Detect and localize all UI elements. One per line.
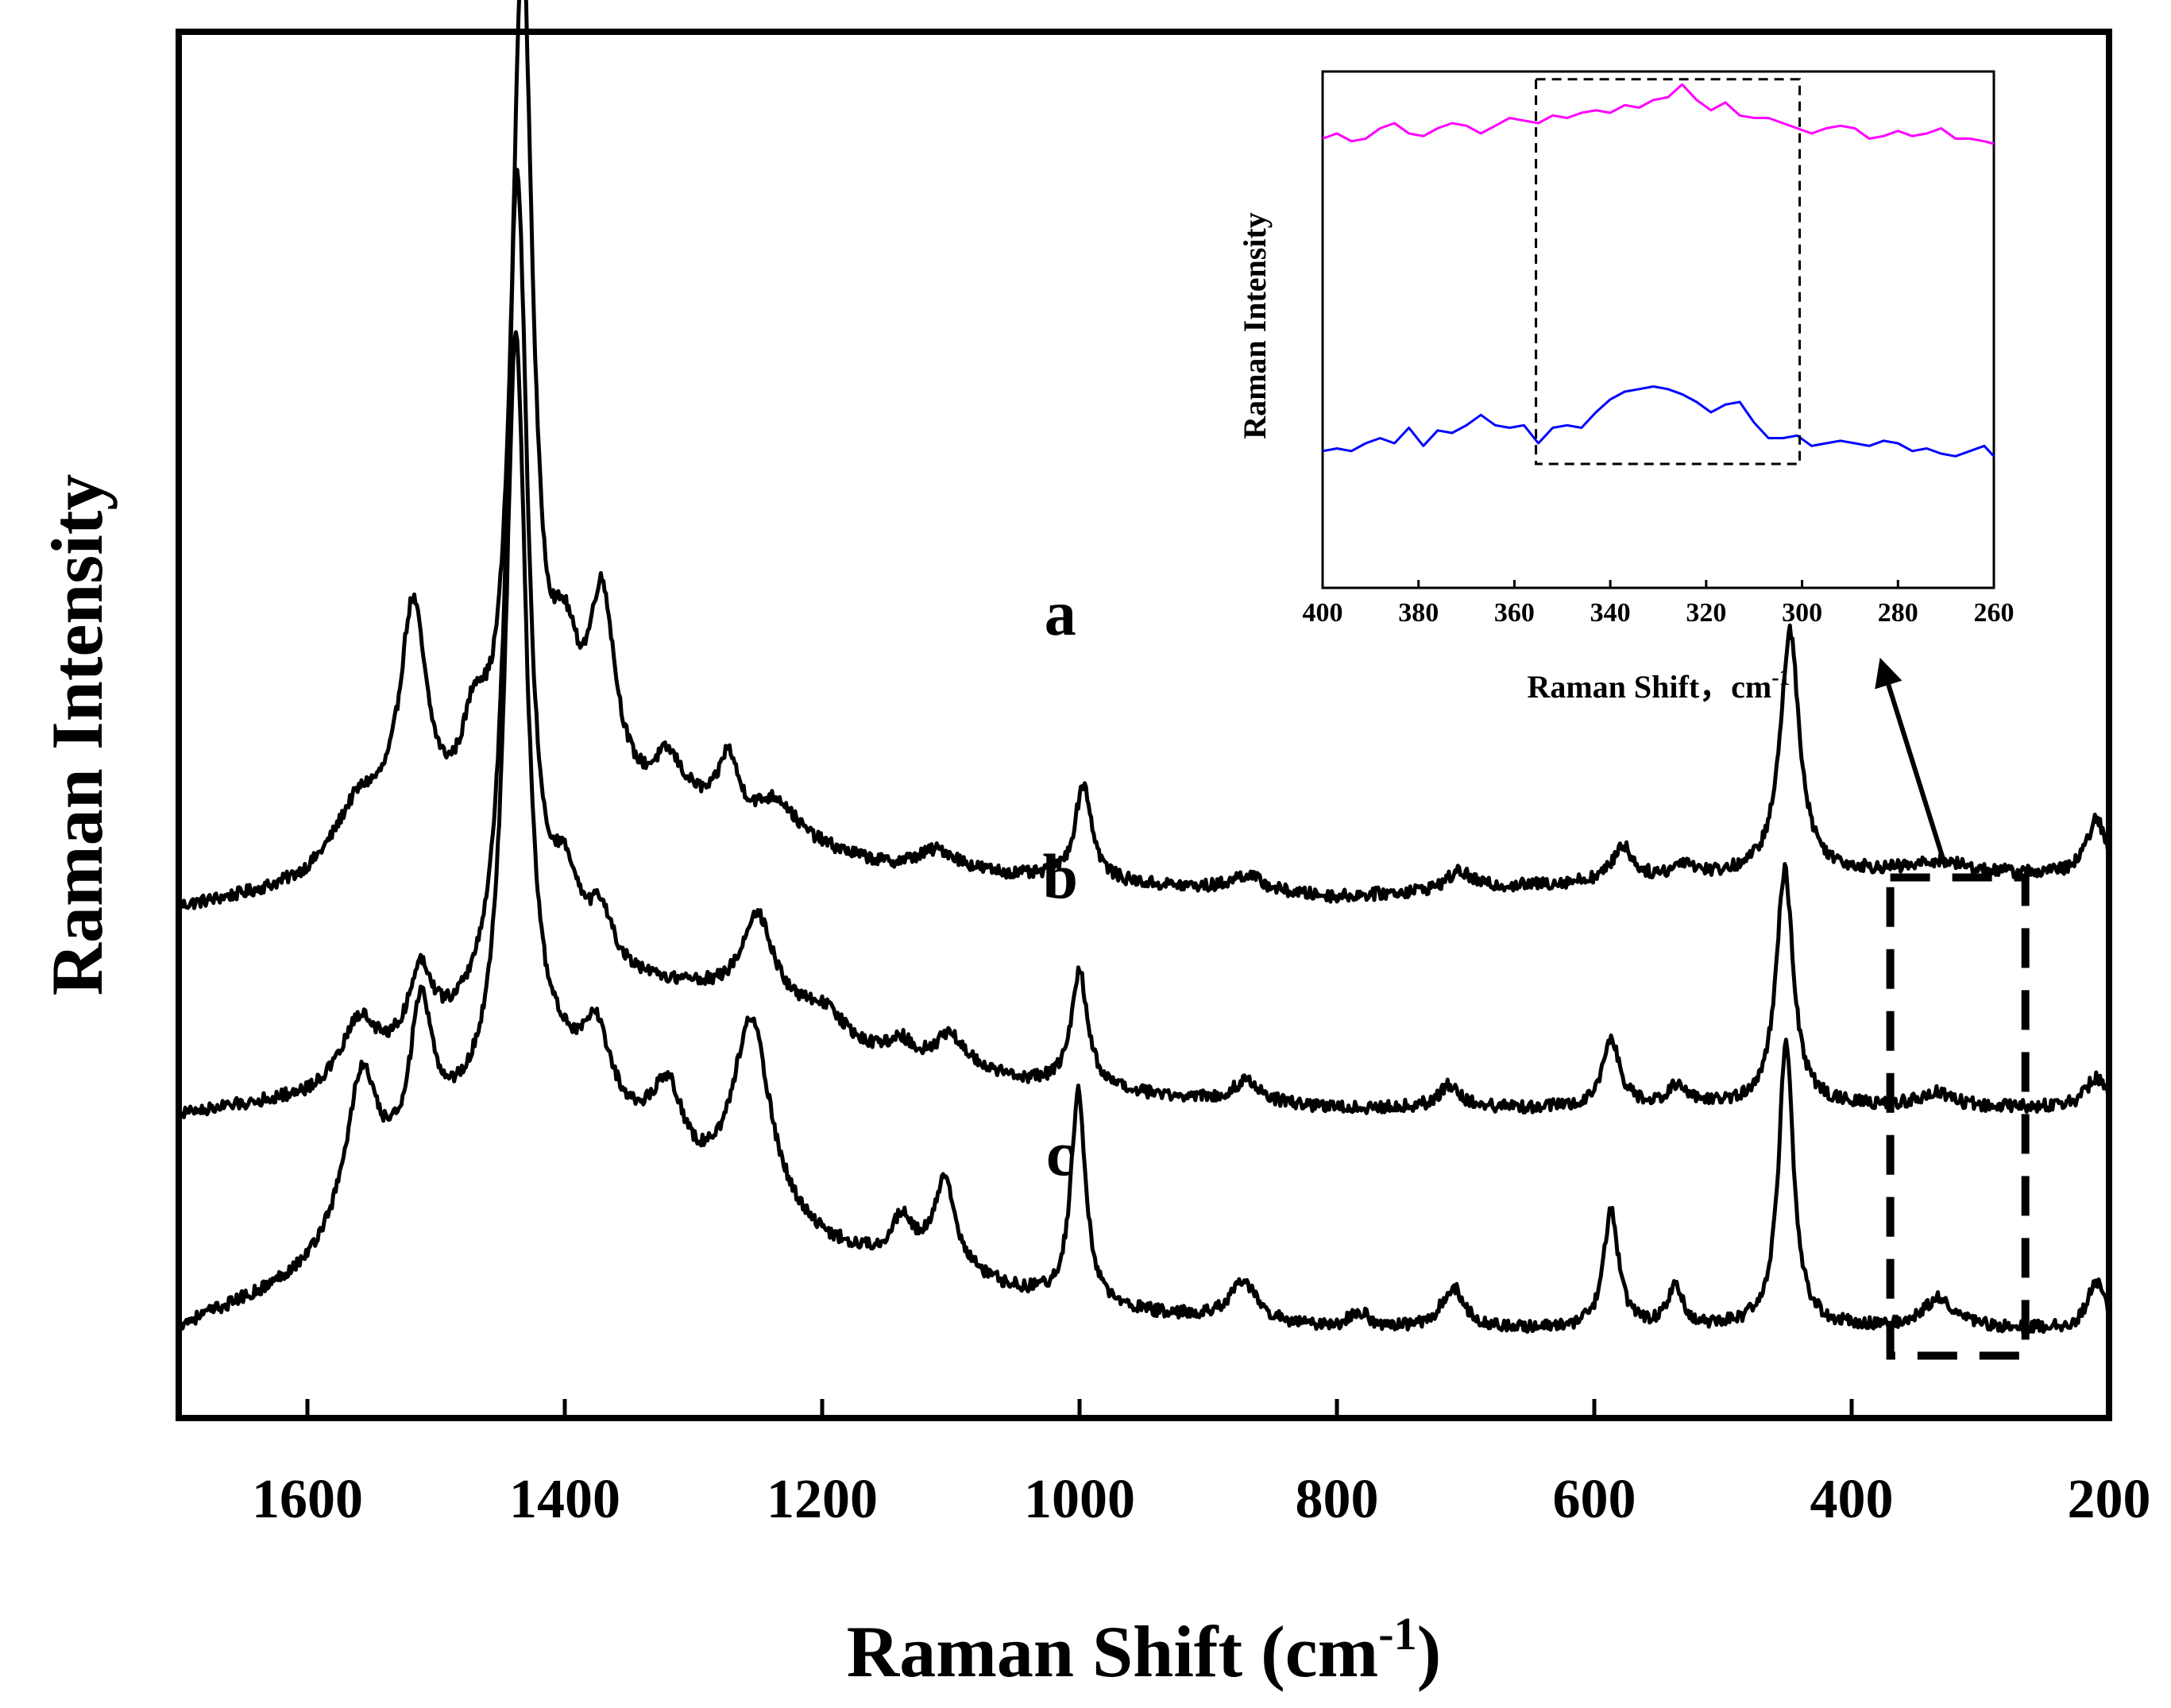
inset-x-axis-title-sup: -1 bbox=[1771, 666, 1790, 690]
inset-x-tick-label: 300 bbox=[1782, 598, 1822, 628]
main-x-tick-label: 800 bbox=[1296, 1469, 1379, 1530]
main-zoom-region-box bbox=[1886, 873, 2030, 1360]
main-annotation-group bbox=[1886, 873, 2030, 1360]
inset-x-tick-label: 400 bbox=[1303, 598, 1343, 628]
main-series-line-c bbox=[176, 330, 2111, 1335]
inset-annotation-group bbox=[1535, 78, 1802, 466]
main-x-axis-title: Raman Shift (cm-1) bbox=[847, 1608, 1441, 1692]
main-x-tick-label: 1200 bbox=[767, 1469, 878, 1530]
main-series-group bbox=[176, 0, 2111, 1335]
series-label-a: a bbox=[1045, 579, 1076, 649]
inset-series-line-upper bbox=[1322, 83, 1995, 145]
main-plot-frame bbox=[176, 29, 2112, 1421]
main-series-line-a bbox=[176, 0, 2111, 911]
main-x-ticks: 1600 1400 1200 1000 800 600 400 200 bbox=[252, 1399, 2151, 1530]
series-label-c: c bbox=[1046, 1120, 1075, 1190]
inset-series-line-lower bbox=[1322, 385, 1995, 458]
inset-x-tick-label: 340 bbox=[1590, 598, 1631, 628]
inset-x-tick-label: 260 bbox=[1974, 598, 2015, 628]
inset-plot-frame bbox=[1321, 70, 1995, 589]
inset-x-tick-label: 380 bbox=[1398, 598, 1439, 628]
main-series-labels: a b c bbox=[1042, 579, 1078, 1190]
main-x-tick-label: 1600 bbox=[252, 1469, 363, 1530]
inset-x-tick-label: 320 bbox=[1686, 598, 1726, 628]
main-x-axis-title-sup: -1 bbox=[1378, 1608, 1416, 1660]
main-x-tick-label: 1400 bbox=[509, 1469, 620, 1530]
inset-x-axis-title-text: Raman Shift，cm bbox=[1527, 669, 1771, 705]
inset-y-axis-title: Raman Intensity bbox=[1237, 212, 1273, 439]
inset-x-ticks: 400 380 360 340 320 300 280 260 bbox=[1303, 580, 2015, 628]
inset-x-axis-title: Raman Shift，cm-1 bbox=[1527, 666, 1790, 705]
inset-series-group bbox=[1322, 83, 1995, 458]
inset-x-tick-label: 360 bbox=[1494, 598, 1535, 628]
main-x-tick-label: 200 bbox=[2068, 1469, 2151, 1530]
series-label-b: b bbox=[1042, 843, 1078, 913]
inset-x-tick-label: 280 bbox=[1878, 598, 1918, 628]
main-series-line-b bbox=[176, 168, 2111, 1119]
main-x-axis-title-end: ) bbox=[1417, 1611, 1442, 1692]
main-x-tick-label: 400 bbox=[1810, 1469, 1894, 1530]
inset-callout-arrow bbox=[1875, 657, 1949, 869]
main-x-axis-title-text: Raman Shift (cm bbox=[847, 1611, 1379, 1692]
main-chart: 1600 1400 1200 1000 800 600 400 200 a b c Raman S… bbox=[37, 0, 2151, 1692]
inset-chart: 400 380 360 340 320 300 280 260 Raman Shift，cm-… bbox=[1237, 70, 2015, 705]
main-x-tick-label: 600 bbox=[1553, 1469, 1636, 1530]
main-y-axis-title: Raman Intensity bbox=[37, 474, 118, 996]
main-x-tick-label: 1000 bbox=[1024, 1469, 1135, 1530]
inset-highlight-box bbox=[1535, 78, 1802, 466]
